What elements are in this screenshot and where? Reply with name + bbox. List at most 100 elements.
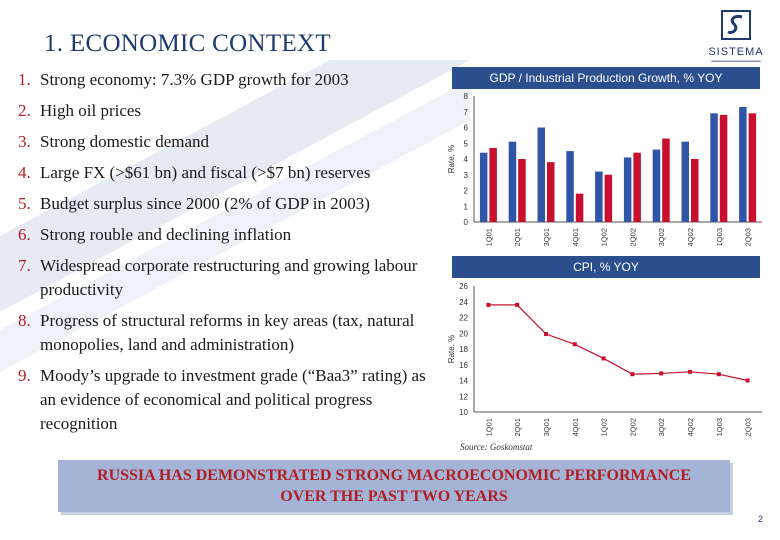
x-tick-label: 2Q01 xyxy=(513,228,522,246)
bar xyxy=(595,171,603,222)
bullet-text: Large FX (>$61 bn) and fiscal (>$7 bn) r… xyxy=(40,163,371,182)
y-axis-label: Rate, % xyxy=(447,335,456,363)
y-tick-label: 24 xyxy=(459,298,468,307)
y-tick-label: 18 xyxy=(459,345,468,354)
bar xyxy=(710,113,718,222)
y-tick-label: 12 xyxy=(459,392,468,401)
bar xyxy=(691,159,699,222)
bullet-item: 4. Large FX (>$61 bn) and fiscal (>$7 bn)… xyxy=(18,161,443,185)
x-tick-label: 1Q03 xyxy=(715,228,724,246)
bullet-item: 3. Strong domestic demand xyxy=(18,130,443,154)
bullet-text: Strong economy: 7.3% GDP growth for 2003 xyxy=(40,70,349,89)
y-tick-label: 16 xyxy=(459,361,468,370)
bar xyxy=(604,174,613,222)
bar xyxy=(633,152,641,222)
bullet-item: 1. Strong economy: 7.3% GDP growth for 20… xyxy=(18,68,443,92)
x-tick-label: 2Q03 xyxy=(744,228,753,246)
bullet-item: 6. Strong rouble and declining inflation xyxy=(18,223,443,247)
bar xyxy=(681,141,689,222)
y-tick-label: 3 xyxy=(464,171,469,180)
x-tick-label: 4Q02 xyxy=(686,418,695,436)
gdp-industrial-production-chart: 0 1 2 3 4 5 6 7 8 1Q01 2Q01 3Q01 4Q01 1Q02 2Q02 3Q02 4Q0… xyxy=(447,92,762,246)
x-tick-label: 1Q02 xyxy=(600,228,609,246)
data-point xyxy=(630,372,635,377)
x-tick-label: 1Q01 xyxy=(484,418,493,436)
cpi-chart-title: CPI, % YOY xyxy=(452,256,760,278)
x-tick-label: 2Q02 xyxy=(628,228,637,246)
x-tick-label: 2Q01 xyxy=(513,418,522,436)
y-tick-label: 4 xyxy=(464,155,469,164)
bar xyxy=(575,193,584,222)
x-tick-label: 1Q02 xyxy=(600,418,609,436)
x-tick-label: 3Q02 xyxy=(657,228,666,246)
x-tick-label: 1Q03 xyxy=(715,418,724,436)
y-tick-label: 1 xyxy=(464,202,469,211)
bar xyxy=(518,159,526,222)
bar xyxy=(748,113,757,222)
y-tick-label: 6 xyxy=(464,124,469,133)
data-point xyxy=(544,332,548,337)
bar xyxy=(623,157,632,222)
x-tick-label: 4Q01 xyxy=(571,228,580,246)
data-point xyxy=(659,371,664,376)
bar xyxy=(652,149,661,222)
x-tick-label: 3Q01 xyxy=(542,228,551,246)
y-tick-label: 26 xyxy=(459,282,468,291)
bullet-number: 2. xyxy=(18,101,31,120)
bar xyxy=(566,151,574,222)
series-line xyxy=(488,304,748,382)
y-tick-label: 7 xyxy=(464,108,469,117)
banner-line-2: OVER THE PAST TWO YEARS xyxy=(280,488,508,505)
y-tick-label: 5 xyxy=(464,139,469,148)
bar xyxy=(739,107,747,222)
bullet-number: 8. xyxy=(18,311,31,330)
bullet-number: 6. xyxy=(18,225,31,244)
gdp-chart-title: GDP / Industrial Production Growth, % YO… xyxy=(452,67,760,89)
bullet-text: Widespread corporate restructuring and g… xyxy=(40,256,418,299)
y-tick-label: 0 xyxy=(464,218,469,227)
y-axis-label: Rate, % xyxy=(447,145,456,173)
data-point xyxy=(515,302,520,307)
data-point xyxy=(601,356,606,361)
sistema-logo-icon xyxy=(721,10,751,40)
y-tick-label: 10 xyxy=(459,408,468,417)
bullet-item: 9. Moody’s upgrade to investment grade (“… xyxy=(18,364,443,436)
y-tick-label: 14 xyxy=(459,377,468,386)
bar xyxy=(479,152,488,222)
y-tick-label: 8 xyxy=(464,92,469,101)
bullet-text: High oil prices xyxy=(40,101,142,120)
data-point xyxy=(572,342,577,347)
x-tick-label: 1Q01 xyxy=(484,228,493,246)
bullet-number: 3. xyxy=(18,132,31,151)
bullet-text: Strong rouble and declining inflation xyxy=(40,225,292,244)
x-tick-label: 2Q02 xyxy=(628,418,637,436)
bullet-text: Strong domestic demand xyxy=(40,132,210,151)
x-tick-label: 4Q02 xyxy=(686,228,695,246)
y-tick-label: 2 xyxy=(464,187,469,196)
data-point xyxy=(745,378,750,383)
logo-text: SISTEMA xyxy=(708,46,764,58)
x-tick-label: 3Q02 xyxy=(657,418,666,436)
bar xyxy=(508,141,517,222)
bar xyxy=(547,162,555,222)
slide-title: 1. ECONOMIC CONTEXT xyxy=(44,30,331,57)
bullet-text: Progress of structural reforms in key ar… xyxy=(40,311,415,354)
data-point xyxy=(716,372,721,377)
x-tick-label: 2Q03 xyxy=(744,418,753,436)
bar xyxy=(537,127,545,222)
summary-banner: RUSSIA HAS DEMONSTRATED STRONG MACROECON… xyxy=(58,460,730,512)
cpi-chart: 10 12 14 16 18 20 22 24 26 1Q01 2Q01 3Q01 4Q01 1Q02 2Q… xyxy=(447,282,762,436)
bullet-number: 4. xyxy=(18,163,31,182)
logo-subtext-icon: ▬▬▬▬▬▬▬▬▬▬▬ xyxy=(711,58,761,63)
bar xyxy=(489,147,497,222)
bullet-text: Moody’s upgrade to investment grade (“Ba… xyxy=(40,366,426,433)
data-point xyxy=(486,302,491,307)
source-note: Source: Goskomstat xyxy=(460,442,533,452)
x-tick-label: 4Q01 xyxy=(571,418,580,436)
bullet-item: 8. Progress of structural reforms in key … xyxy=(18,309,443,357)
banner-line-1: RUSSIA HAS DEMONSTRATED STRONG MACROECON… xyxy=(97,467,691,484)
page-number: 2 xyxy=(758,514,764,524)
bullet-number: 5. xyxy=(18,194,31,213)
bullet-item: 7. Widespread corporate restructuring and… xyxy=(18,254,443,302)
bar xyxy=(719,114,728,222)
